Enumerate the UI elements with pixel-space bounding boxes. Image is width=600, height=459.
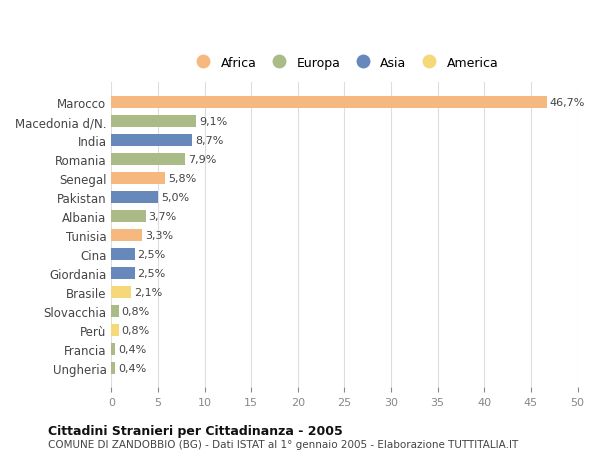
Bar bbox=[112, 306, 119, 317]
Legend: Africa, Europa, Asia, America: Africa, Europa, Asia, America bbox=[187, 53, 502, 73]
Bar bbox=[112, 325, 119, 336]
Bar bbox=[112, 154, 185, 165]
Text: 2,1%: 2,1% bbox=[134, 287, 162, 297]
Text: 0,8%: 0,8% bbox=[122, 325, 150, 335]
Bar bbox=[112, 116, 196, 128]
Bar bbox=[112, 173, 166, 184]
Text: 0,4%: 0,4% bbox=[118, 344, 146, 354]
Bar bbox=[112, 97, 547, 108]
Bar bbox=[112, 230, 142, 241]
Text: 2,5%: 2,5% bbox=[137, 249, 166, 259]
Bar bbox=[112, 286, 131, 298]
Bar bbox=[112, 135, 193, 146]
Text: 5,0%: 5,0% bbox=[161, 193, 189, 202]
Bar bbox=[112, 268, 134, 279]
Text: 46,7%: 46,7% bbox=[550, 98, 585, 108]
Text: 8,7%: 8,7% bbox=[195, 136, 224, 146]
Bar bbox=[112, 211, 146, 222]
Text: 2,5%: 2,5% bbox=[137, 269, 166, 278]
Text: Cittadini Stranieri per Cittadinanza - 2005: Cittadini Stranieri per Cittadinanza - 2… bbox=[48, 424, 343, 437]
Text: 5,8%: 5,8% bbox=[168, 174, 196, 184]
Bar bbox=[112, 343, 115, 355]
Text: 0,4%: 0,4% bbox=[118, 363, 146, 373]
Bar bbox=[112, 192, 158, 203]
Text: 9,1%: 9,1% bbox=[199, 117, 227, 127]
Text: 7,9%: 7,9% bbox=[188, 155, 216, 165]
Text: 3,3%: 3,3% bbox=[145, 230, 173, 241]
Bar bbox=[112, 363, 115, 374]
Text: COMUNE DI ZANDOBBIO (BG) - Dati ISTAT al 1° gennaio 2005 - Elaborazione TUTTITAL: COMUNE DI ZANDOBBIO (BG) - Dati ISTAT al… bbox=[48, 440, 518, 449]
Bar bbox=[112, 249, 134, 260]
Text: 3,7%: 3,7% bbox=[149, 212, 177, 222]
Text: 0,8%: 0,8% bbox=[122, 306, 150, 316]
